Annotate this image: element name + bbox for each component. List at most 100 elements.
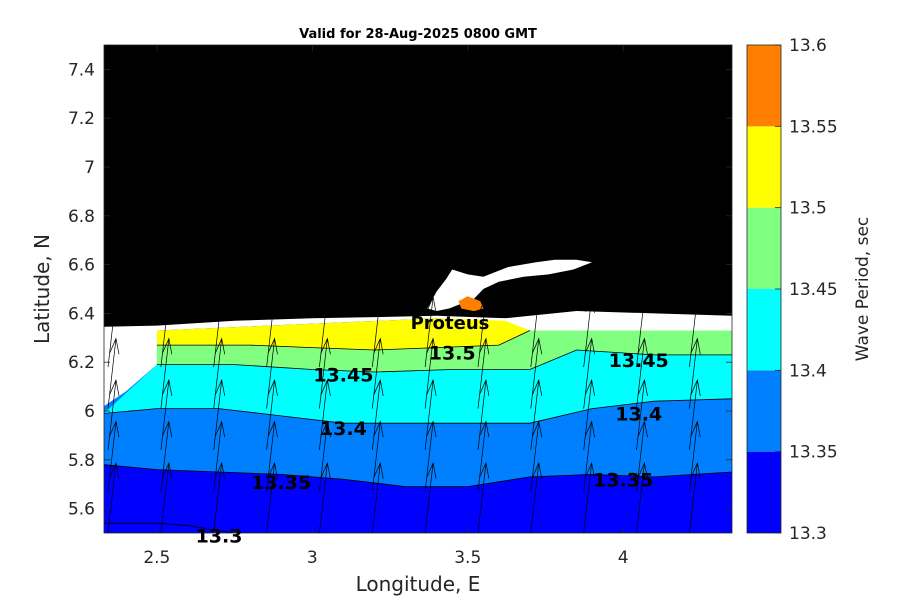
contour-fill-band-13.50-13.55	[156, 318, 530, 350]
wave-arrow	[319, 295, 331, 368]
wave-arrow	[213, 461, 226, 533]
colorbar-tick-label: 13.35	[789, 443, 838, 463]
colorbar-tick-label: 13.3	[789, 524, 827, 544]
wave-arrow	[266, 378, 278, 451]
wave-arrow	[107, 295, 120, 368]
wave-arrow	[371, 337, 384, 409]
wave-arrow	[213, 420, 226, 492]
wave-arrow	[266, 295, 278, 368]
wave-arrow	[319, 337, 331, 409]
contour-line-13.4	[104, 398, 732, 424]
plot-area	[104, 45, 732, 533]
chart-title: Valid for 28-Aug-2025 0800 GMT	[299, 27, 537, 42]
wave-arrow	[477, 420, 490, 492]
contour-label: 13.45	[609, 350, 669, 372]
x-axis-label: Longitude, E	[356, 572, 481, 596]
wave-arrow	[424, 420, 437, 492]
wave-arrow	[266, 420, 278, 492]
y-tick-label: 7	[84, 158, 95, 178]
colorbar: 13.3 13.35 13.4 13.45 13.5 13.55 13.6	[746, 36, 838, 544]
wave-arrow	[424, 337, 437, 409]
wave-arrow	[107, 337, 120, 409]
colorbar-tick-label: 13.6	[789, 36, 827, 56]
wave-arrow	[636, 420, 648, 492]
y-axis: 5.6 5.8 6 6.2 6.4 6.6 6.8 7 7.2 7.4	[68, 60, 732, 520]
y-tick-label: 6.8	[68, 207, 95, 227]
y-tick-label: 6	[84, 402, 95, 422]
contour-label: 13.45	[313, 364, 373, 386]
wave-arrow	[160, 420, 173, 492]
wave-arrow	[636, 461, 648, 533]
plot-frame	[103, 44, 733, 534]
wave-arrow	[689, 420, 701, 492]
wave-arrow	[689, 378, 701, 451]
wave-arrow	[107, 420, 120, 492]
colorbar-swatch	[747, 45, 781, 127]
peak-fill	[458, 296, 484, 311]
y-tick-label: 5.8	[68, 451, 95, 471]
x-axis: 2.5 3 3.5 4	[143, 45, 629, 568]
colorbar-swatch	[747, 451, 781, 533]
colorbar-tick-label: 13.55	[789, 117, 838, 137]
contour-label: 13.3	[196, 525, 243, 547]
contour-label: 13.5	[429, 342, 476, 364]
y-tick-label: 6.4	[68, 304, 95, 324]
wave-arrow	[689, 337, 701, 409]
wave-arrow	[477, 461, 490, 533]
wave-arrow	[636, 337, 648, 409]
wave-arrow	[371, 378, 384, 451]
land-mask	[104, 259, 732, 407]
contour-label: 13.4	[615, 403, 662, 425]
wave-arrow	[583, 337, 595, 409]
x-tick-label: 3	[307, 548, 318, 568]
wave-direction-arrows	[107, 295, 701, 533]
colorbar-tick-label: 13.45	[789, 280, 838, 300]
contour-label: 13.4	[320, 418, 367, 440]
colorbar-tick-label: 13.4	[789, 361, 827, 381]
wave-arrow	[583, 420, 595, 492]
wave-arrow	[530, 295, 543, 368]
wave-arrow	[319, 378, 331, 451]
wave-arrow	[160, 461, 173, 533]
colorbar-tick-label: 13.5	[789, 199, 827, 219]
wave-arrow	[160, 295, 173, 368]
wave-arrow	[477, 295, 490, 368]
wave-arrow	[530, 420, 543, 492]
wave-arrow	[107, 378, 120, 451]
wave-arrow	[530, 461, 543, 533]
wave-arrow	[266, 337, 278, 409]
x-tick-label: 4	[618, 548, 629, 568]
wave-arrow	[689, 461, 701, 533]
wave-arrow	[689, 295, 701, 368]
coastal-strip	[104, 311, 732, 407]
wave-arrow	[477, 337, 490, 409]
contour-label: 13.35	[251, 472, 311, 494]
wave-arrow	[213, 378, 226, 451]
y-tick-label: 6.2	[68, 353, 95, 373]
colorbar-swatch	[747, 207, 781, 289]
colorbar-label: Wave Period, sec	[853, 217, 873, 362]
wave-arrow	[107, 461, 120, 533]
wave-arrow	[424, 378, 437, 451]
wave-arrow	[319, 461, 331, 533]
wave-arrow	[160, 337, 173, 409]
wave-arrow	[424, 295, 437, 368]
wave-arrow	[319, 420, 331, 492]
wave-arrow	[583, 295, 595, 368]
filled-contours	[104, 45, 732, 533]
wave-arrow	[371, 420, 384, 492]
wave-arrow	[530, 378, 543, 451]
contour-line-13.3	[104, 522, 235, 533]
contour-label: 13.35	[593, 469, 653, 491]
x-tick-label: 2.5	[143, 548, 170, 568]
wave-arrow	[583, 378, 595, 451]
wave-arrow	[213, 337, 226, 409]
wave-arrow	[636, 295, 648, 368]
colorbar-swatch	[747, 126, 781, 208]
station-label: Proteus	[411, 313, 490, 334]
wave-arrow	[213, 295, 226, 368]
y-tick-label: 7.4	[68, 60, 95, 80]
wave-arrow	[636, 378, 648, 451]
contour-labels: 13.3 13.35 13.35 13.4 13.4 13.45 13.45 13.5	[196, 342, 669, 547]
